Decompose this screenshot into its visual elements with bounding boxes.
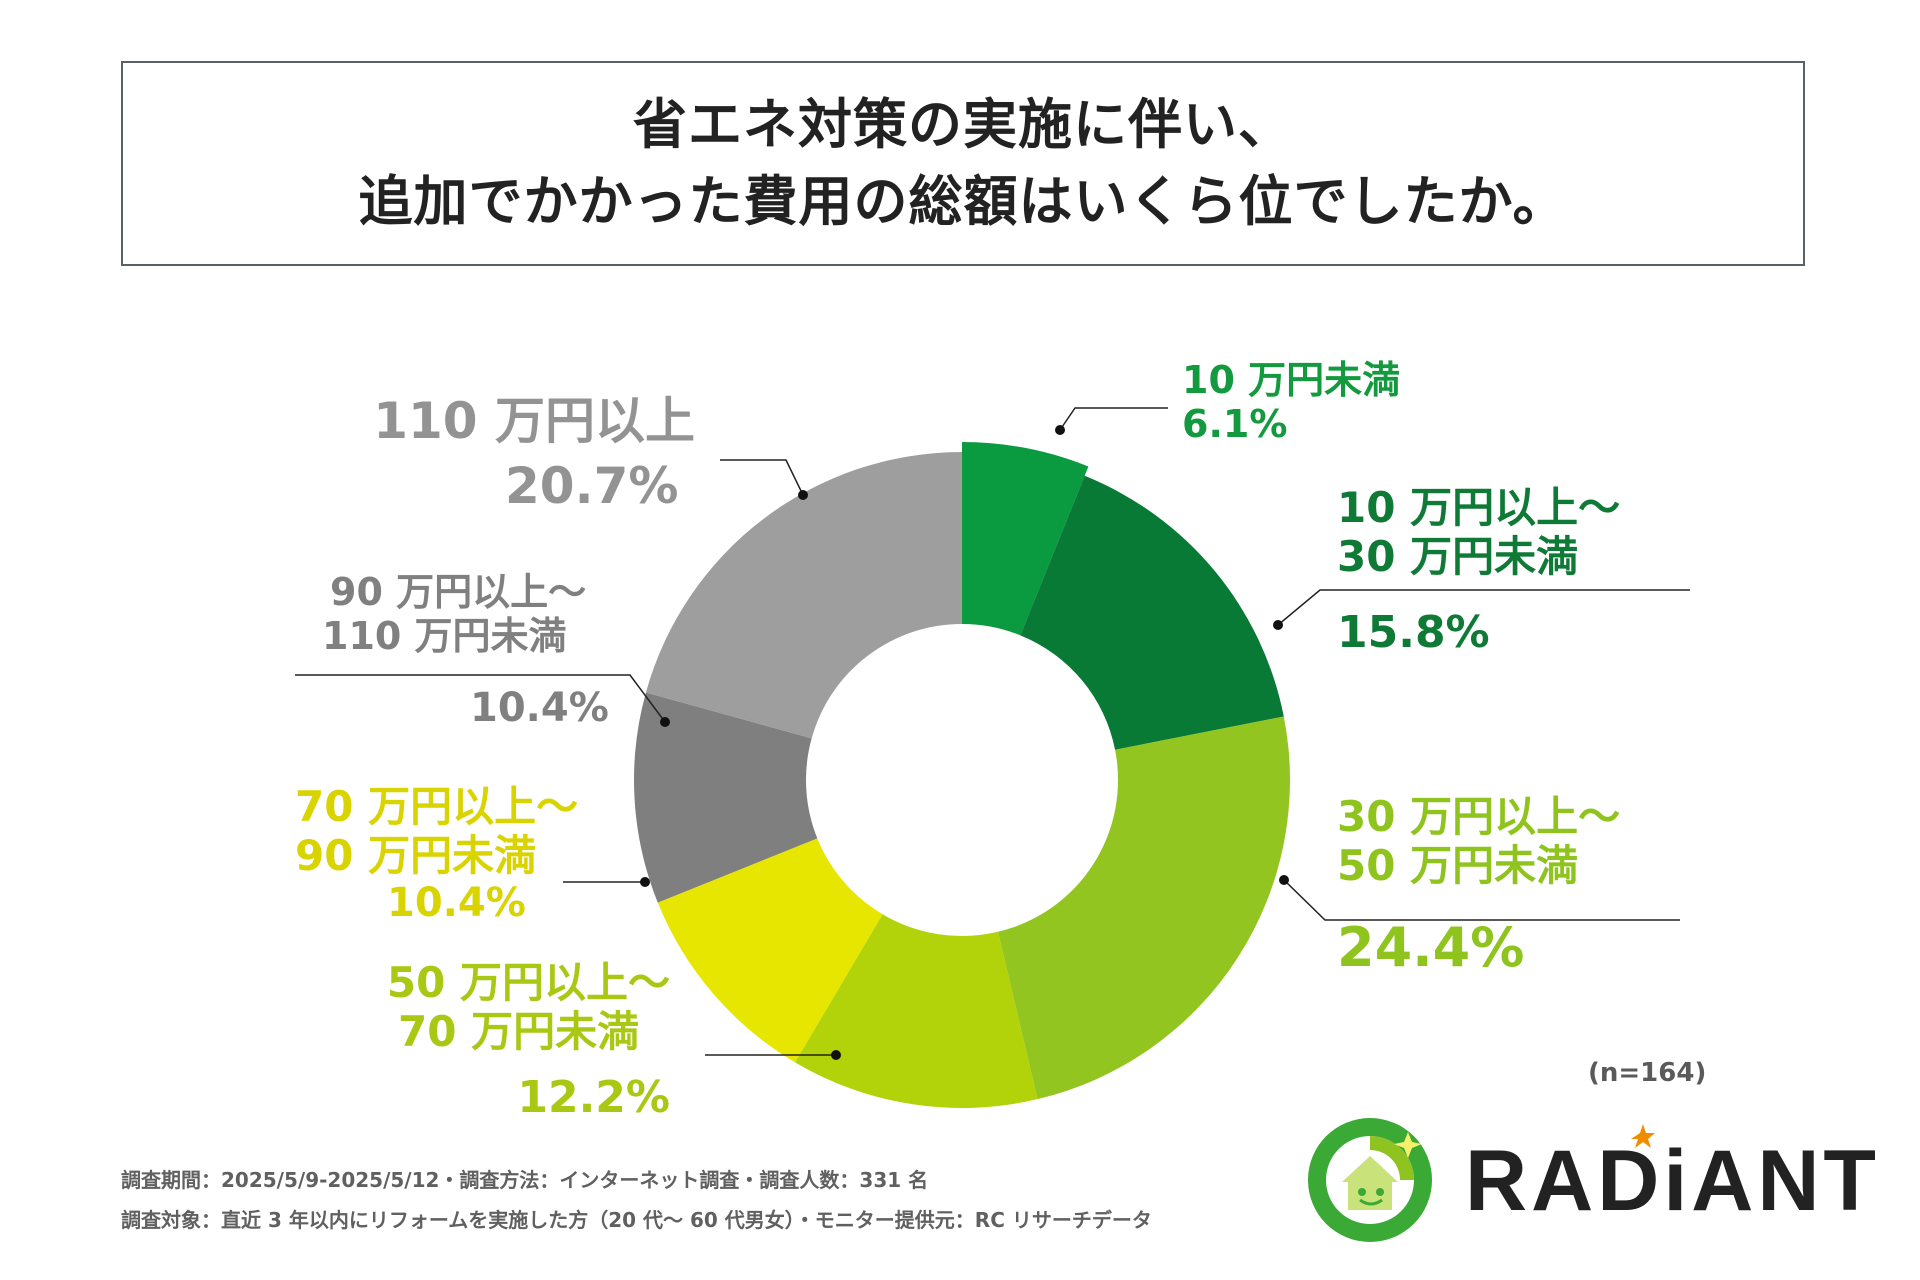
label-slice-1: 10 万円以上～ 30 万円未満 15.8% [1337, 483, 1620, 659]
leader-line-2 [1283, 879, 1680, 921]
leader-line-6 [720, 459, 804, 496]
donut-slice-5 [633, 692, 818, 903]
title-line-2: 追加でかかった費用の総額はいくら位でしたか。 [358, 169, 1568, 233]
footer-survey-period: 調査期間：2025/5/9-2025/5/12・調査方法：インターネット調査・調… [121, 1168, 929, 1192]
leader-dot-4 [640, 877, 650, 887]
label-slice-5: 90 万円以上～ 110 万円未満 10.4% [322, 570, 609, 732]
leader-dot-0 [1055, 425, 1065, 435]
leader-line-5 [295, 674, 666, 723]
label-slice-6: 110 万円以上 20.7% [355, 392, 695, 515]
label-slice-2-cat-b: 50 万円未満 [1337, 841, 1579, 891]
donut-slice-6 [645, 452, 962, 739]
logo-star-icon [1631, 1124, 1655, 1148]
label-slice-0-pct: 6.1% [1182, 402, 1288, 447]
leader-dot-3 [831, 1050, 841, 1060]
label-slice-1-cat-a: 10 万円以上～ [1337, 483, 1621, 532]
label-slice-1-cat-b: 30 万円未満 [1337, 532, 1579, 582]
label-slice-5-pct: 10.4% [470, 684, 609, 731]
leader-dot-1 [1273, 620, 1283, 630]
sample-size-note: (n=164) [1588, 1058, 1707, 1088]
footer-survey-target: 調査対象：直近 3 年以内にリフォームを実施した方（20 代～ 60 代男女）・… [121, 1208, 1152, 1232]
label-slice-4-cat-b: 90 万円未満 [295, 831, 537, 881]
title-box: 省エネ対策の実施に伴い、 追加でかかった費用の総額はいくら位でしたか。 [121, 61, 1805, 266]
donut-slice-0 [962, 442, 1089, 636]
donut-slice-4 [657, 838, 883, 1063]
label-slice-0-cat: 10 万円未満 [1182, 358, 1401, 402]
leader-line-0 [1059, 407, 1168, 431]
label-slice-5-cat-b: 110 万円未満 [322, 614, 567, 659]
leader-line-1 [1277, 589, 1690, 626]
label-slice-1-pct: 15.8% [1337, 607, 1490, 659]
label-slice-4-cat-a: 70 万円以上～ [295, 782, 579, 831]
donut-slice-1 [1020, 475, 1284, 750]
label-slice-5-cat-a: 90 万円以上～ [330, 570, 587, 614]
label-slice-6-cat: 110 万円以上 [373, 392, 695, 450]
label-slice-2-pct: 24.4% [1337, 916, 1525, 980]
house-arrow-logo-icon [1308, 1118, 1432, 1242]
donut-slice-2 [997, 716, 1290, 1100]
label-slice-4-pct: 10.4% [387, 880, 526, 927]
label-slice-6-pct: 20.7% [505, 456, 679, 515]
label-slice-3-cat-b: 70 万円未満 [398, 1007, 640, 1057]
logo-wordmark: RADiANT [1465, 1133, 1880, 1229]
label-slice-0: 10 万円未満 6.1% [1182, 358, 1400, 447]
label-slice-3: 50 万円以上～ 70 万円未満 12.2% [380, 958, 670, 1124]
label-slice-3-cat-a: 50 万円以上～ [386, 958, 670, 1007]
label-slice-3-pct: 12.2% [517, 1072, 670, 1124]
label-slice-4: 70 万円以上～ 90 万円未満 10.4% [295, 782, 578, 927]
leader-dot-2 [1279, 875, 1289, 885]
donut-slice-3 [795, 914, 1038, 1108]
leader-dot-5 [660, 717, 670, 727]
leader-dot-6 [798, 490, 808, 500]
title-line-1: 省エネ対策の実施に伴い、 [633, 92, 1293, 156]
radiant-logo: RADiANT [1300, 1110, 1876, 1250]
label-slice-2: 30 万円以上～ 50 万円未満 24.4% [1337, 792, 1620, 979]
label-slice-2-cat-a: 30 万円以上～ [1337, 792, 1621, 841]
